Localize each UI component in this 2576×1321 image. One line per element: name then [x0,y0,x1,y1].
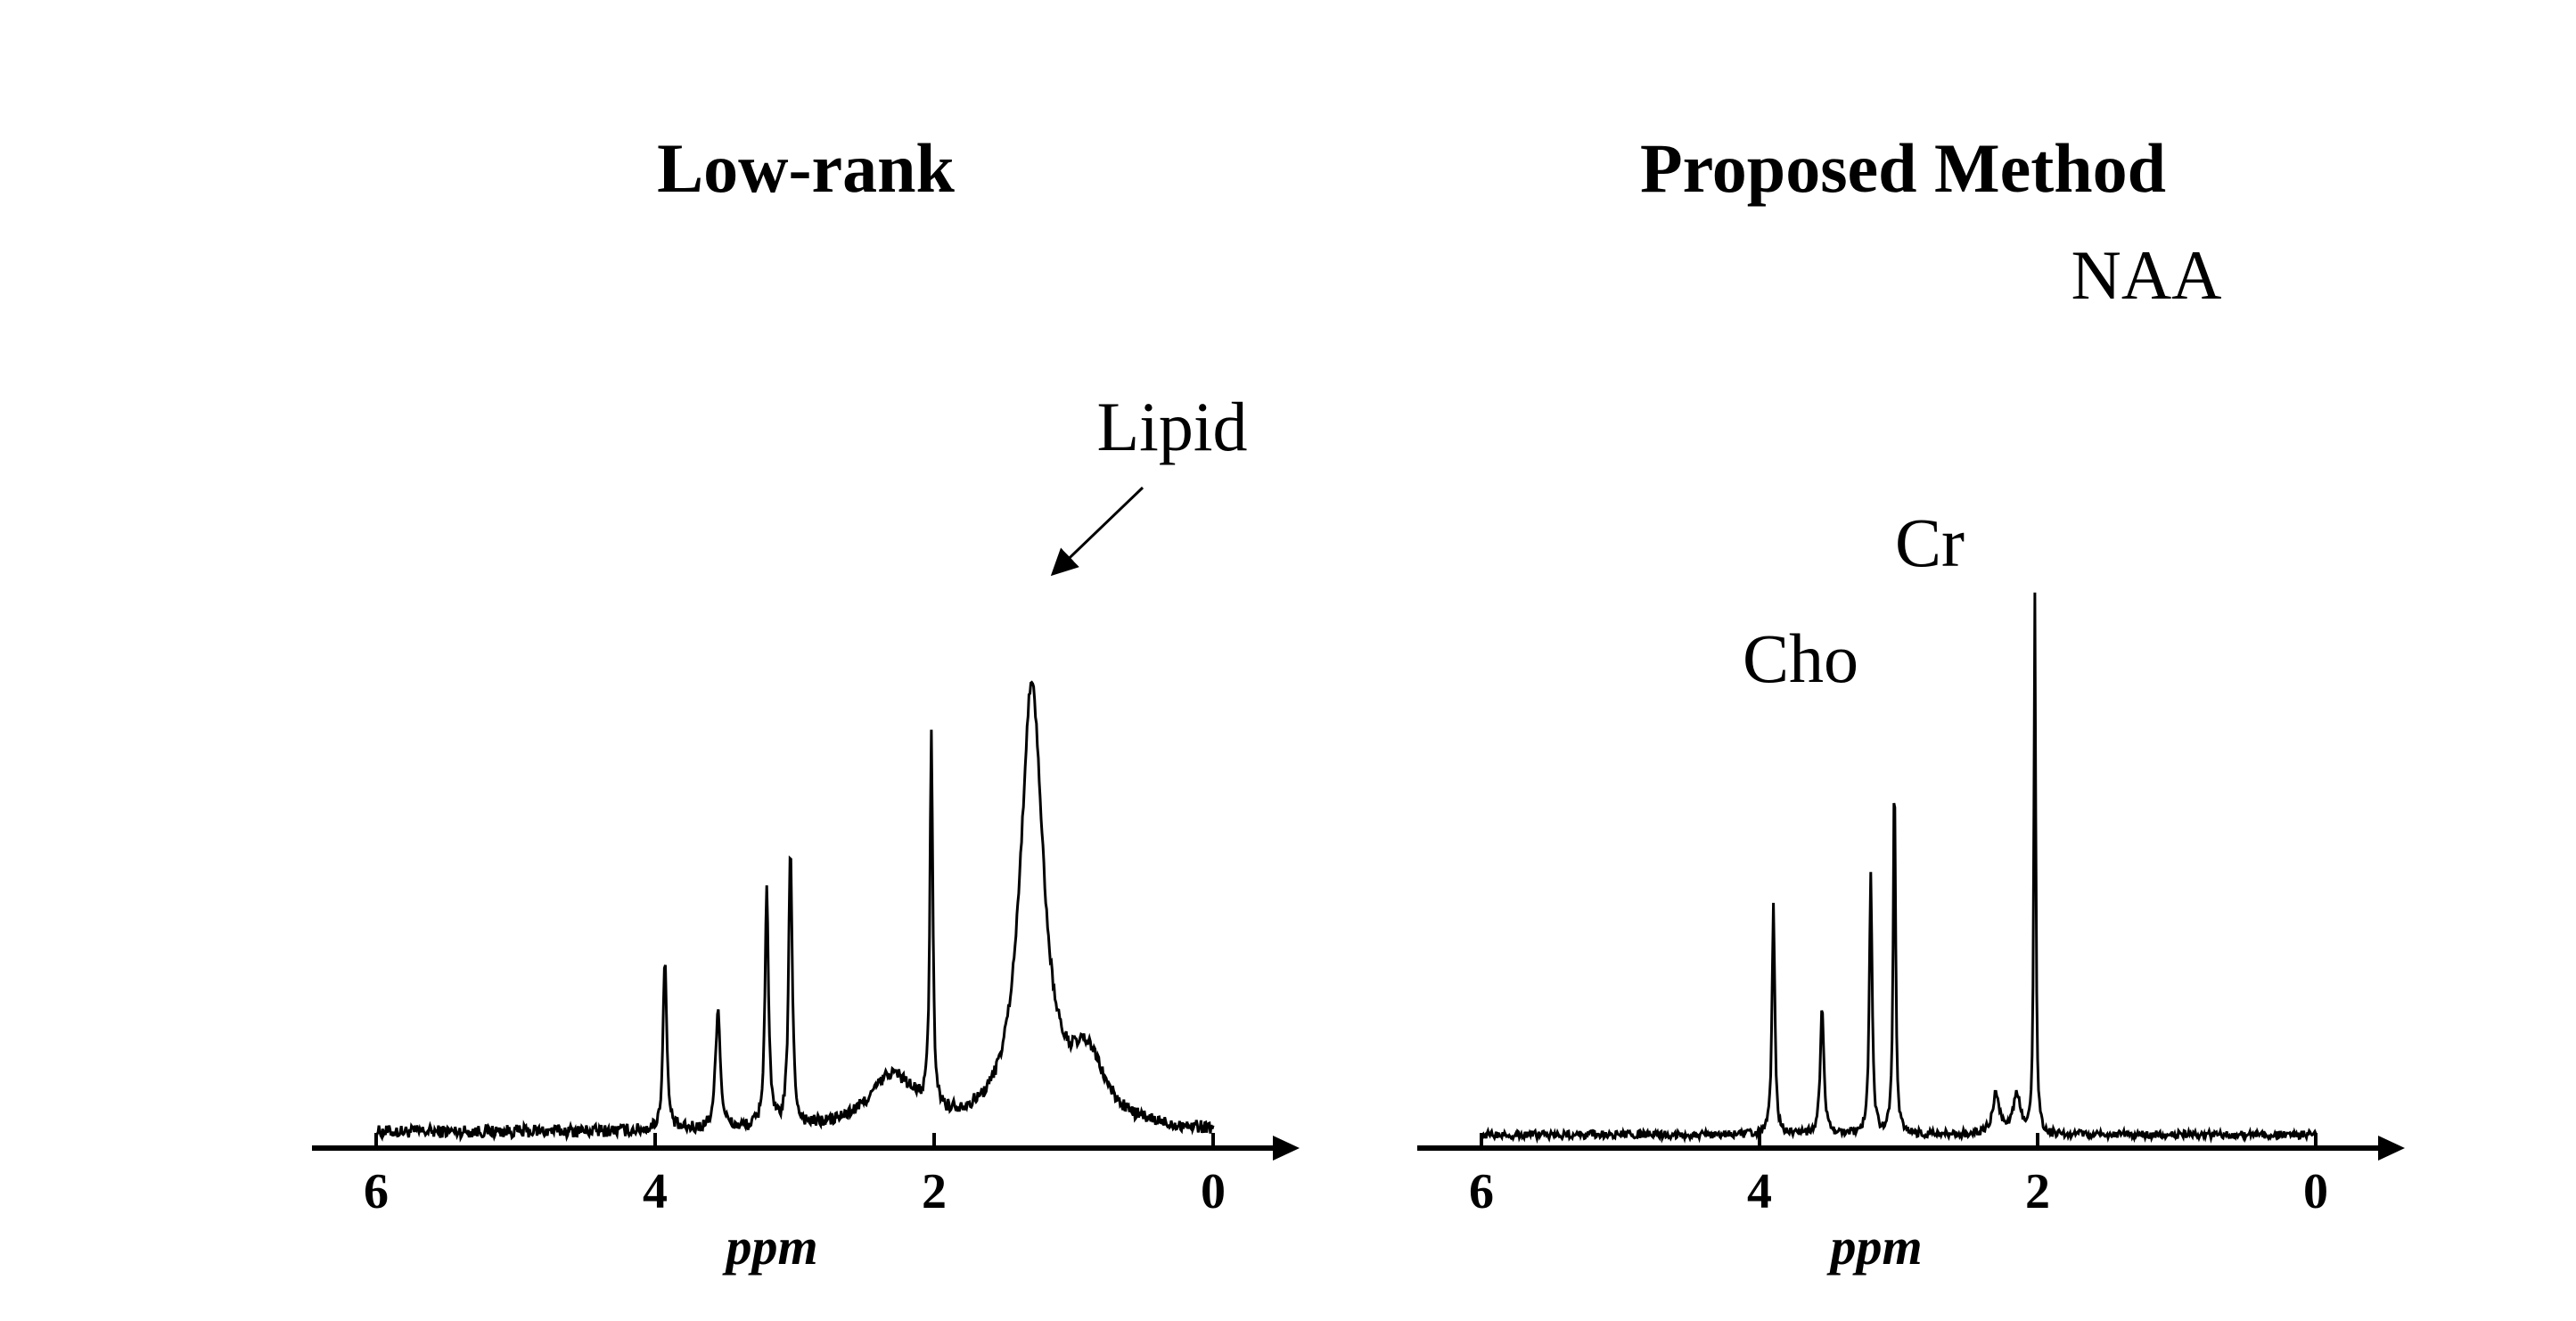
annotation-naa: NAA [2071,236,2222,314]
spectrum-line [1480,592,2318,1145]
x-tick-label-6: 6 [1469,1164,1494,1219]
x-tick-label-4: 4 [1747,1164,1772,1219]
panel-proposed-method: Proposed Method 6 4 2 0 ppm Cho Cr NAA [1417,129,2405,1276]
x-tick-label-2: 2 [2025,1164,2050,1219]
x-tick-label-0: 0 [2303,1164,2328,1219]
x-tick-label-4: 4 [643,1164,668,1219]
x-axis-arrowhead [2378,1136,2405,1161]
x-axis-label: ppm [1825,1218,1922,1276]
spectrum-line [374,680,1215,1143]
annotation-cr: Cr [1895,504,1965,581]
panel-title: Proposed Method [1640,129,2166,207]
x-axis-label: ppm [721,1218,817,1276]
annotation-cho: Cho [1743,619,1858,697]
x-tick-label-6: 6 [364,1164,389,1219]
annotation-lipid-arrow [1050,486,1144,577]
panel-low-rank: Low-rank 6 4 2 0 ppm Lipid [312,129,1300,1276]
x-axis-arrowhead [1273,1136,1300,1161]
x-tick-label-0: 0 [1201,1164,1226,1219]
annotation-lipid: Lipid [1097,388,1248,465]
panel-title: Low-rank [657,129,955,207]
x-tick-label-2: 2 [922,1164,947,1219]
